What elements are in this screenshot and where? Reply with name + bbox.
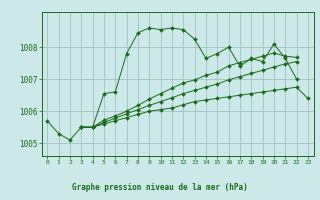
- Text: Graphe pression niveau de la mer (hPa): Graphe pression niveau de la mer (hPa): [72, 183, 248, 192]
